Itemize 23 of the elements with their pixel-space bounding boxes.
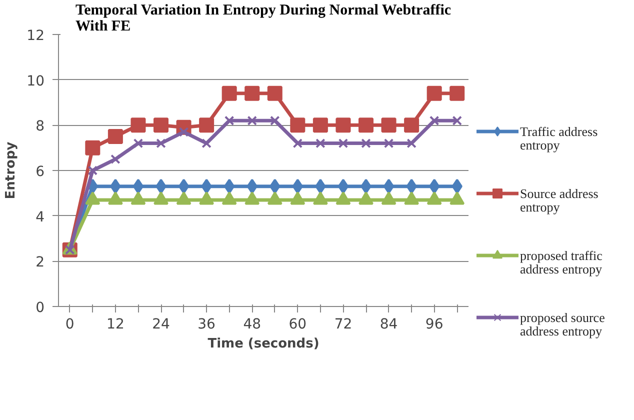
x-tick-label: 36: [198, 316, 216, 332]
y-tick-label: 6: [36, 164, 45, 180]
y-tick-label: 2: [36, 254, 45, 271]
y-tick-label: 0: [36, 300, 45, 316]
y-tick-label: 8: [36, 118, 45, 135]
legend-label: proposed source address entropy: [520, 310, 606, 339]
y-axis-title: Entropy: [4, 141, 19, 200]
y-tick-label: 12: [26, 28, 45, 44]
x-axis-title: Time (seconds): [208, 336, 320, 352]
x-tick-label: 12: [106, 316, 124, 332]
x-tick-label: 48: [243, 316, 262, 332]
x-tick-label: 60: [288, 316, 307, 332]
x-tick-label: 72: [334, 316, 352, 332]
x-tick-label: 24: [152, 316, 170, 332]
y-tick-label: 4: [36, 209, 45, 226]
legend-label: Traffic address entropy: [520, 124, 598, 153]
y-tick-label: 10: [26, 73, 45, 90]
x-tick-label: 84: [380, 316, 398, 332]
x-tick-label: 0: [65, 316, 74, 332]
legend-label: Source address entropy: [520, 186, 598, 215]
x-tick-label: 96: [425, 316, 444, 332]
legend-label: proposed traffic address entropy: [520, 248, 603, 277]
chart-title: Temporal Variation In Entropy During Normal Webtraffic With FE: [75, 2, 452, 34]
